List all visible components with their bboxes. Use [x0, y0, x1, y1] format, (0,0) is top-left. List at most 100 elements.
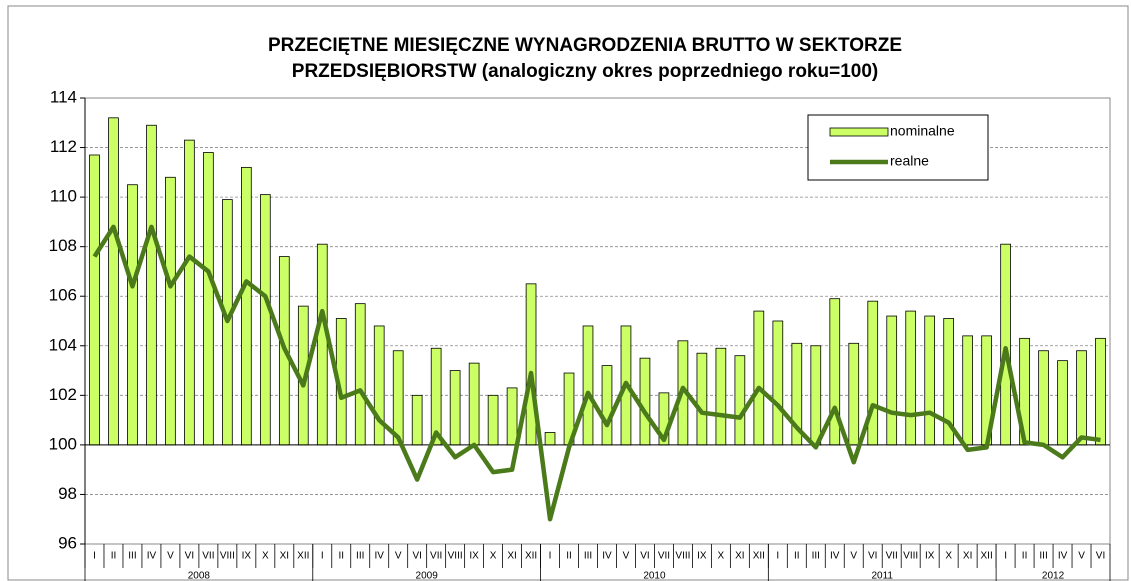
legend-box: [807, 114, 989, 181]
x-tick-label: XII: [297, 551, 309, 562]
x-tick-label: V: [395, 551, 402, 562]
x-tick-label: II: [794, 551, 800, 562]
y-tick-label: 100: [49, 434, 77, 453]
bar: [316, 243, 328, 446]
x-tick-label: VI: [185, 551, 194, 562]
bar: [639, 357, 651, 446]
year-label: 2011: [871, 571, 893, 581]
bar: [1057, 360, 1068, 446]
y-tick-label: 114: [50, 87, 77, 106]
x-tick-label: V: [623, 551, 630, 562]
x-tick-label: I: [93, 551, 96, 562]
x-tick-label: I: [1004, 551, 1007, 562]
x-tick-label: VI: [868, 551, 877, 562]
legend-label: nominalne: [890, 123, 955, 139]
bar: [905, 310, 917, 446]
legend-label: realne: [890, 153, 929, 169]
bar: [259, 194, 271, 446]
x-tick-label: V: [1078, 551, 1085, 562]
chart-title: PRZECIĘTNE MIESIĘCZNE WYNAGRODZENIA BRUT…: [268, 35, 902, 56]
bar: [411, 394, 423, 446]
x-tick-label: V: [167, 551, 174, 562]
bar: [354, 303, 366, 446]
chart-title: PRZEDSIĘBIORSTW (analogiczny okres poprz…: [292, 61, 878, 82]
bar: [146, 124, 157, 446]
x-tick-label: X: [718, 551, 725, 562]
bar: [449, 370, 461, 446]
bar: [203, 152, 214, 446]
x-tick-label: VII: [658, 551, 670, 562]
x-tick-label: II: [338, 551, 344, 562]
bar: [886, 315, 898, 446]
bar: [525, 283, 537, 446]
x-tick-label: XII: [981, 551, 993, 562]
x-tick-label: VII: [886, 551, 898, 562]
bar: [582, 325, 594, 446]
x-tick-label: XII: [525, 551, 537, 562]
x-tick-label: IV: [1058, 551, 1068, 562]
x-tick-label: VI: [1096, 551, 1105, 562]
bar: [241, 166, 252, 446]
x-tick-label: II: [111, 551, 117, 562]
x-tick-label: IV: [147, 551, 157, 562]
bar: [848, 342, 860, 446]
x-tick-label: II: [1022, 551, 1028, 562]
bar: [89, 154, 100, 446]
x-tick-label: X: [262, 551, 269, 562]
x-tick-label: X: [490, 551, 497, 562]
x-tick-label: IX: [925, 551, 935, 562]
bar: [108, 117, 119, 446]
bar: [1076, 350, 1087, 446]
y-tick-label: 98: [58, 484, 77, 503]
x-tick-label: I: [321, 551, 324, 562]
bar: [772, 320, 784, 446]
bar: [962, 335, 973, 446]
bar: [1038, 350, 1049, 446]
y-tick-label: 104: [49, 335, 77, 354]
bar: [1000, 243, 1011, 446]
bar: [127, 184, 138, 446]
x-tick-label: IX: [242, 551, 252, 562]
y-tick-label: 96: [58, 533, 77, 552]
x-tick-label: XI: [735, 551, 744, 562]
bar: [468, 362, 480, 446]
x-tick-label: VI: [412, 551, 421, 562]
x-tick-label: IX: [469, 551, 479, 562]
y-tick-label: 106: [49, 286, 77, 305]
line: [92, 224, 1101, 522]
y-tick-label: 110: [50, 187, 77, 206]
bar: [373, 325, 385, 446]
x-tick-label: XI: [280, 551, 289, 562]
year-label: 2009: [416, 571, 439, 581]
bar: [544, 432, 556, 446]
bar: [487, 394, 499, 446]
bar: [715, 347, 727, 446]
x-tick-label: XI: [963, 551, 972, 562]
bar: [392, 350, 404, 446]
x-tick-label: I: [776, 551, 779, 562]
y-tick-label: 102: [49, 385, 77, 404]
x-tick-label: V: [850, 551, 857, 562]
x-tick-label: IV: [602, 551, 612, 562]
x-tick-label: III: [1039, 551, 1047, 562]
bar: [810, 345, 822, 446]
x-tick-label: IV: [374, 551, 384, 562]
bar: [506, 387, 518, 446]
year-label: 2008: [188, 571, 211, 581]
bar: [601, 365, 613, 446]
year-label: 2010: [643, 571, 666, 581]
x-tick-label: VIII: [675, 551, 690, 562]
x-tick-label: VI: [640, 551, 649, 562]
bar: [165, 176, 176, 446]
x-tick-label: IV: [830, 551, 840, 562]
y-tick-label: 112: [50, 137, 77, 156]
bar: [734, 355, 746, 446]
bar: [184, 139, 195, 446]
y-tick-label: 108: [49, 236, 77, 255]
x-tick-label: III: [812, 551, 820, 562]
legend-swatch: [829, 127, 889, 137]
x-tick-label: II: [566, 551, 572, 562]
x-tick-label: VII: [202, 551, 214, 562]
x-tick-label: VIII: [448, 551, 463, 562]
